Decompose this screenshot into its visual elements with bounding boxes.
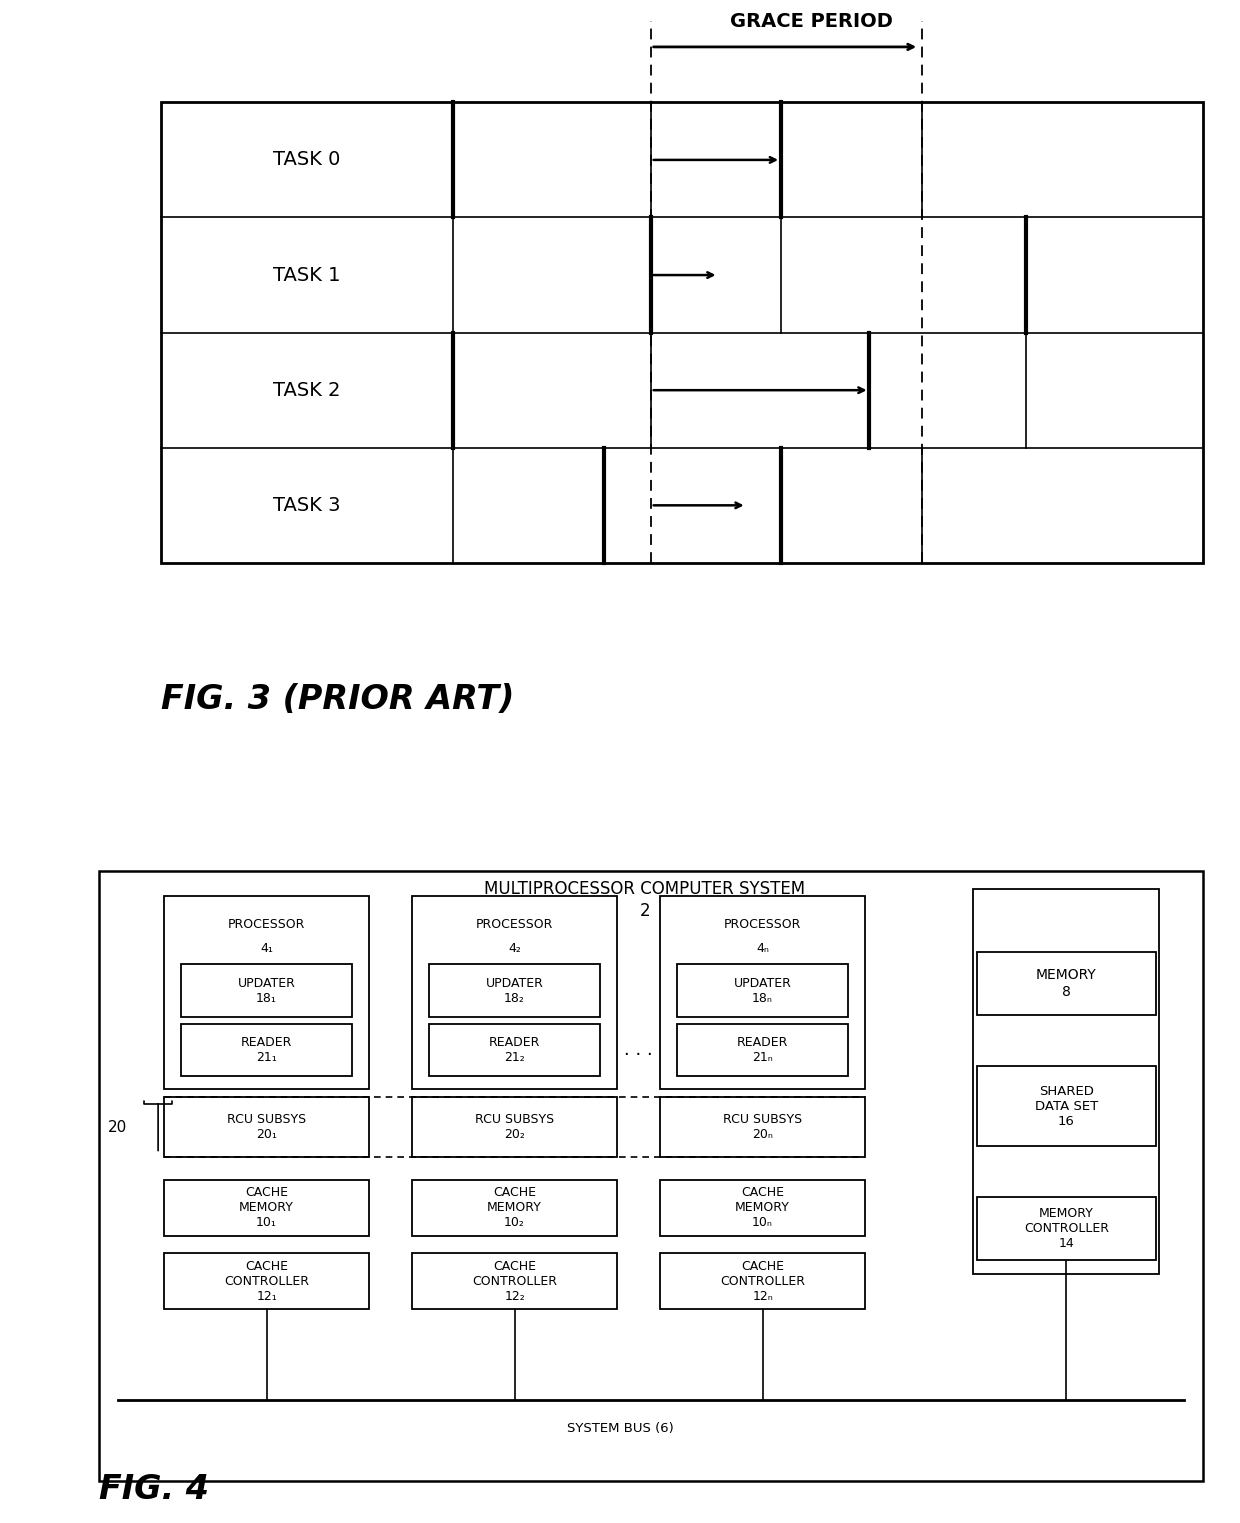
Text: 4₁: 4₁: [260, 943, 273, 955]
Bar: [677, 1023, 848, 1077]
Text: CACHE
MEMORY
10₂: CACHE MEMORY 10₂: [487, 1186, 542, 1229]
Text: RCU SUBSYS
20₂: RCU SUBSYS 20₂: [475, 1113, 554, 1141]
Text: CACHE
CONTROLLER
12ₙ: CACHE CONTROLLER 12ₙ: [720, 1260, 805, 1302]
Text: SYSTEM BUS (6): SYSTEM BUS (6): [567, 1422, 673, 1435]
Text: 2: 2: [640, 902, 650, 920]
Bar: [412, 896, 616, 1089]
Bar: [977, 952, 1156, 1016]
Bar: [660, 1180, 866, 1235]
Text: READER
21₂: READER 21₂: [489, 1036, 541, 1065]
Text: READER
21ₙ: READER 21ₙ: [737, 1036, 789, 1065]
Bar: [977, 1066, 1156, 1147]
Text: PROCESSOR: PROCESSOR: [228, 917, 305, 931]
Text: . . .: . . .: [624, 1042, 653, 1058]
Text: PROCESSOR: PROCESSOR: [724, 917, 801, 931]
Text: FIG. 4: FIG. 4: [99, 1473, 210, 1506]
Text: FIG. 3 (PRIOR ART): FIG. 3 (PRIOR ART): [161, 682, 515, 716]
Text: RCU SUBSYS
20ₙ: RCU SUBSYS 20ₙ: [723, 1113, 802, 1141]
Bar: [660, 1098, 866, 1157]
Bar: [412, 1098, 616, 1157]
Text: SHARED
DATA SET
16: SHARED DATA SET 16: [1034, 1084, 1099, 1127]
Text: TASK 0: TASK 0: [273, 151, 341, 169]
Bar: [412, 1253, 616, 1310]
Text: 20: 20: [108, 1119, 128, 1135]
Bar: [164, 1180, 370, 1235]
Text: TASK 1: TASK 1: [273, 265, 341, 285]
Bar: [429, 1023, 600, 1077]
Bar: [660, 896, 866, 1089]
Text: 4ₙ: 4ₙ: [756, 943, 769, 955]
Text: READER
21₁: READER 21₁: [241, 1036, 293, 1065]
Bar: [412, 1180, 616, 1235]
Bar: [161, 102, 1203, 564]
Bar: [99, 871, 1203, 1480]
Bar: [973, 889, 1159, 1275]
Bar: [181, 964, 352, 1017]
Bar: [977, 1197, 1156, 1261]
Text: TASK 2: TASK 2: [273, 381, 341, 399]
Text: UPDATER
18₁: UPDATER 18₁: [238, 976, 295, 1005]
Bar: [429, 964, 600, 1017]
Text: TASK 3: TASK 3: [273, 496, 341, 515]
Text: MEMORY
8: MEMORY 8: [1037, 969, 1096, 999]
Bar: [164, 1098, 370, 1157]
Text: RCU SUBSYS
20₁: RCU SUBSYS 20₁: [227, 1113, 306, 1141]
Text: 4₂: 4₂: [508, 943, 521, 955]
Text: CACHE
MEMORY
10₁: CACHE MEMORY 10₁: [239, 1186, 294, 1229]
Bar: [164, 896, 370, 1089]
Text: CACHE
CONTROLLER
12₂: CACHE CONTROLLER 12₂: [472, 1260, 557, 1302]
Bar: [677, 964, 848, 1017]
Bar: [660, 1253, 866, 1310]
Text: UPDATER
18₂: UPDATER 18₂: [486, 976, 543, 1005]
Text: MULTIPROCESSOR COMPUTER SYSTEM: MULTIPROCESSOR COMPUTER SYSTEM: [485, 880, 805, 899]
Text: GRACE PERIOD: GRACE PERIOD: [729, 12, 893, 30]
Bar: [164, 1253, 370, 1310]
Text: PROCESSOR: PROCESSOR: [476, 917, 553, 931]
Bar: [181, 1023, 352, 1077]
Text: MEMORY
CONTROLLER
14: MEMORY CONTROLLER 14: [1024, 1208, 1109, 1250]
Text: CACHE
CONTROLLER
12₁: CACHE CONTROLLER 12₁: [224, 1260, 309, 1302]
Text: CACHE
MEMORY
10ₙ: CACHE MEMORY 10ₙ: [735, 1186, 790, 1229]
Text: UPDATER
18ₙ: UPDATER 18ₙ: [734, 976, 791, 1005]
